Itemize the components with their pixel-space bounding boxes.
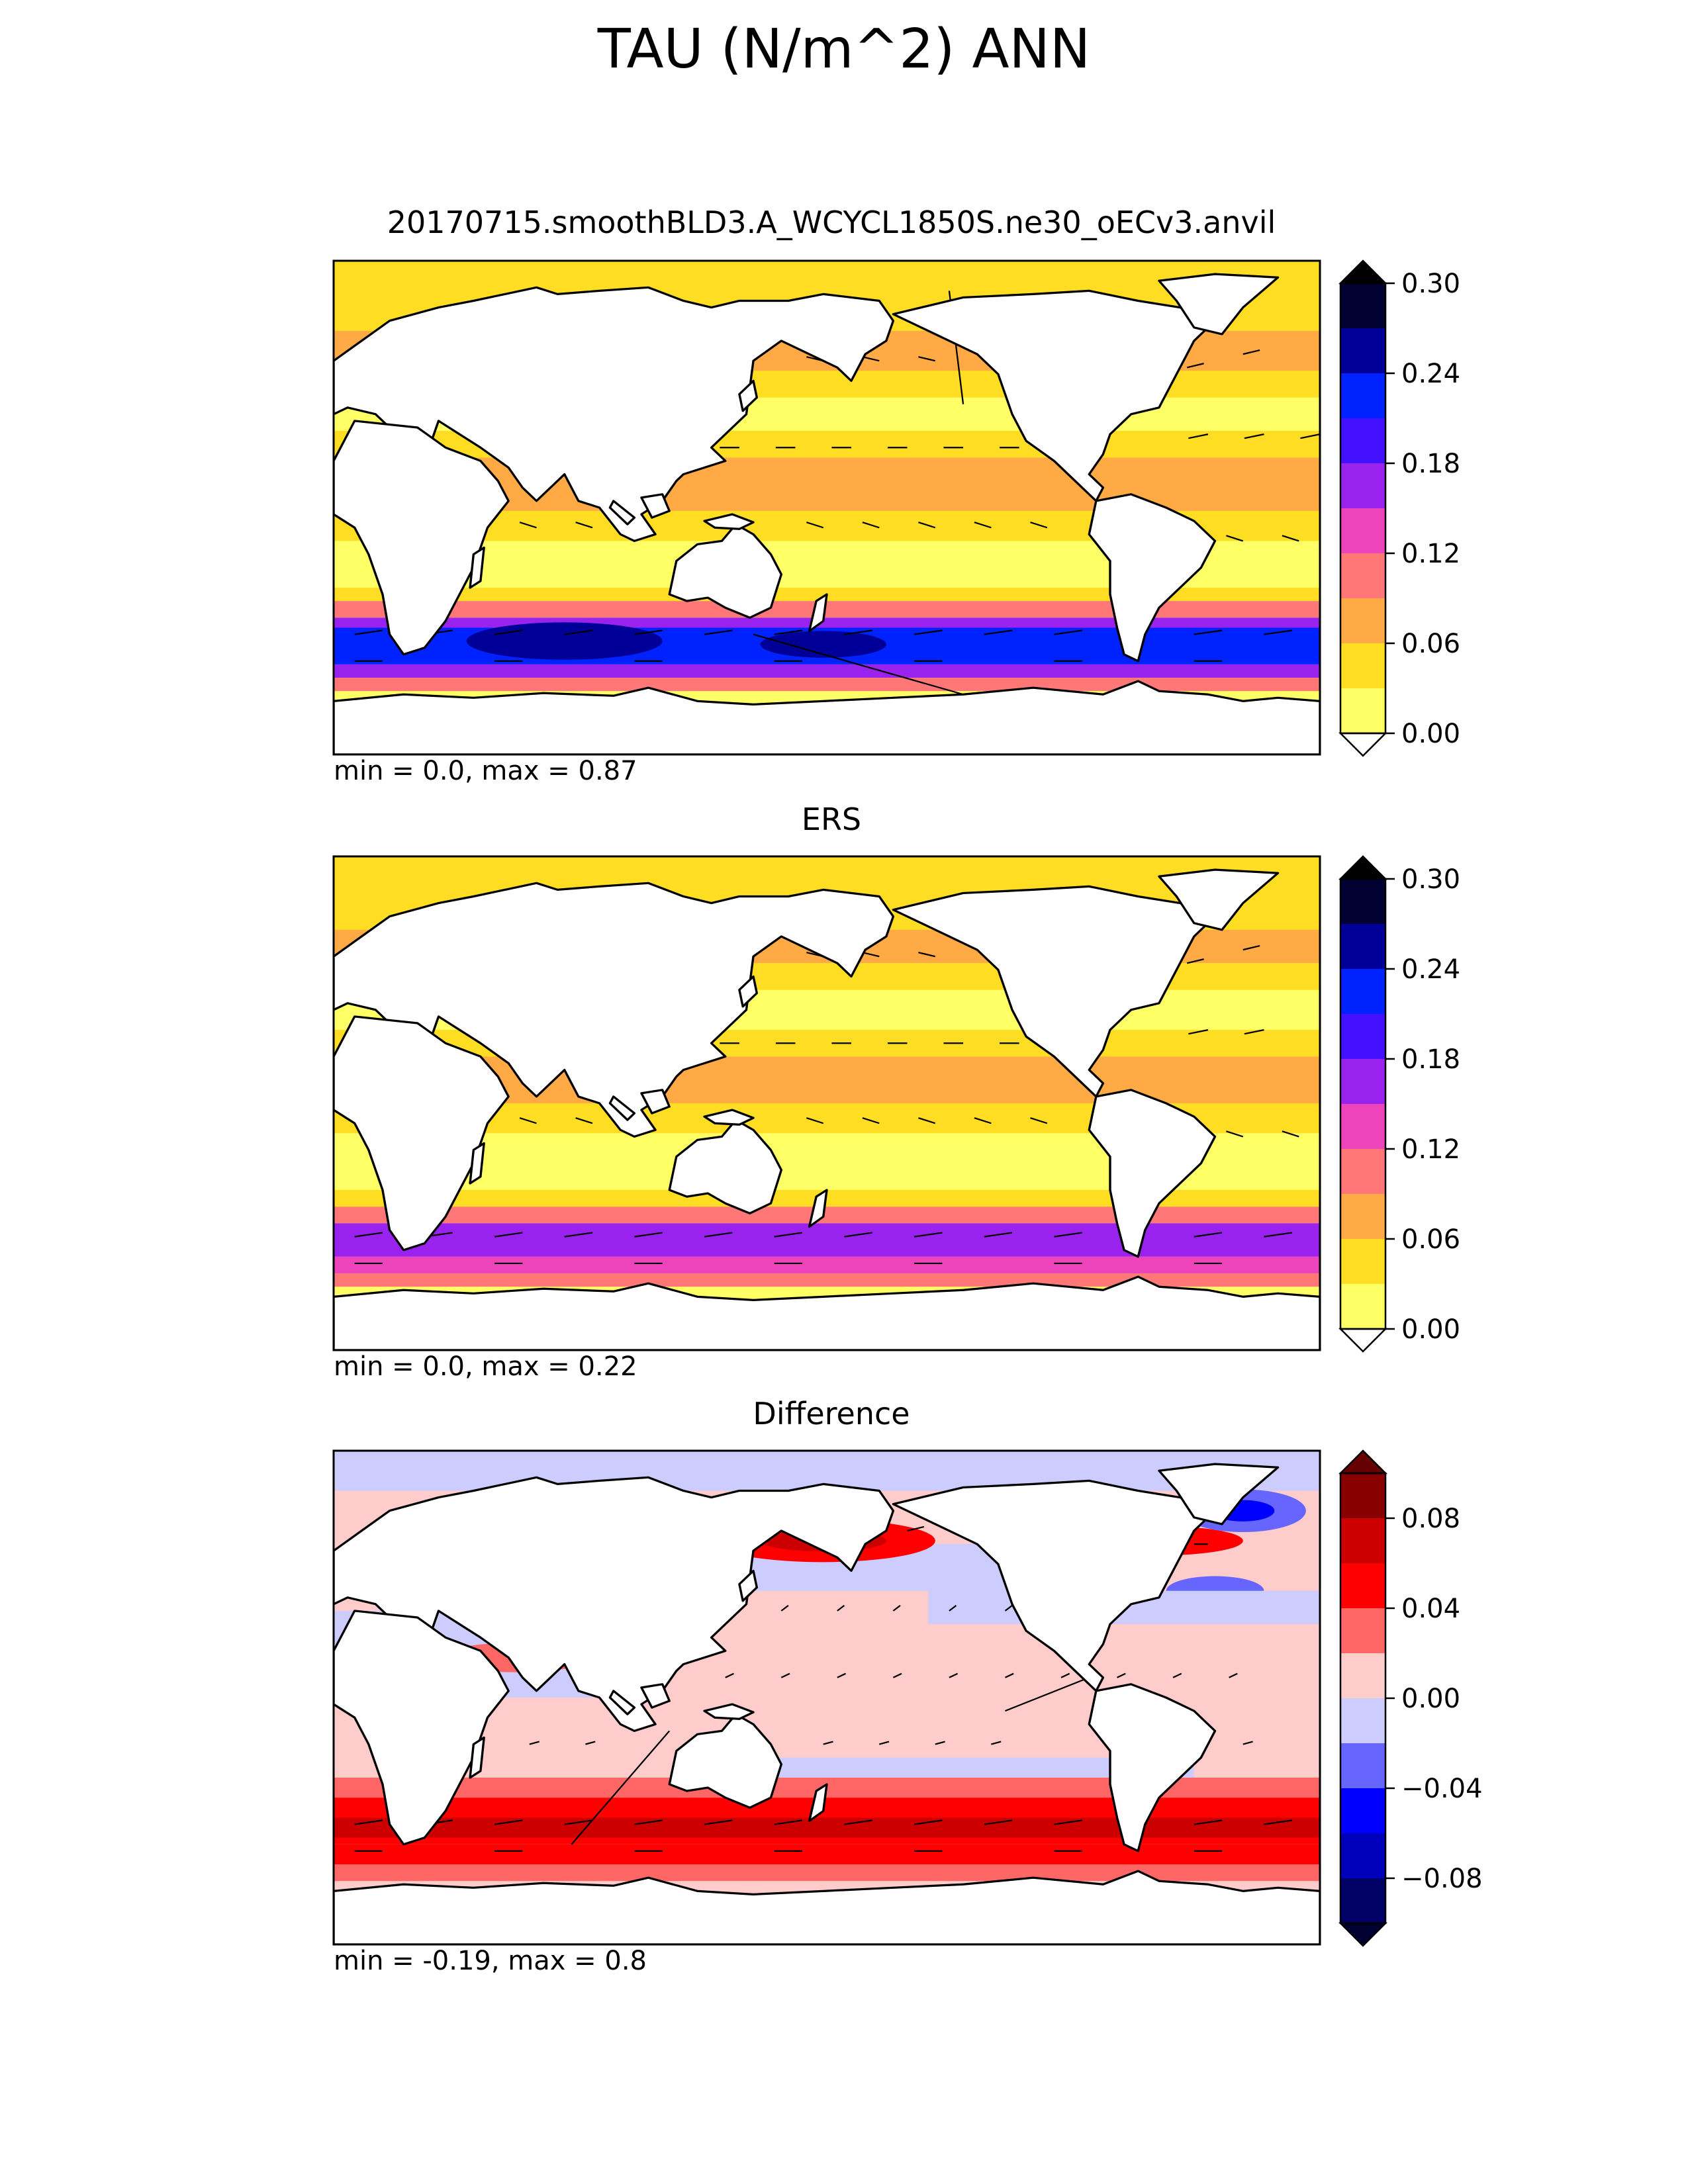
cbar-seg: [1340, 1149, 1385, 1194]
cbar-tick-label: 0.30: [1401, 864, 1460, 895]
cbar-tick-label: −0.08: [1401, 1864, 1483, 1894]
figure-title: TAU (N/m^2) ANN: [597, 18, 1090, 81]
cbar-seg: [1340, 373, 1385, 418]
cbar-seg: [1340, 598, 1385, 643]
cbar-tick-label: 0.18: [1401, 1044, 1460, 1075]
cbar-extend-under: [1338, 732, 1388, 757]
cbar-extend-over: [1338, 259, 1388, 285]
cbar-seg: [1340, 1104, 1385, 1149]
panel-reference-frame: [332, 855, 1321, 1351]
panel-difference-frame: [332, 1449, 1321, 1946]
panel-reference: ERS min = 0.0, max =: [332, 801, 1460, 1382]
panel-test-map: [334, 261, 1320, 754]
panel-difference: Difference: [332, 1396, 1483, 1976]
cbar-seg: [1340, 1743, 1385, 1788]
cbar-tick-label: 0.30: [1401, 269, 1460, 299]
cbar-seg: [1340, 1284, 1385, 1329]
cbar-tick-label: 0.06: [1401, 629, 1460, 659]
cbar-seg: [1340, 1833, 1385, 1878]
panel-reference-stats: min = 0.0, max = 0.22: [334, 1351, 637, 1382]
cbar-seg: [1340, 1059, 1385, 1104]
cbar-tick-label: 0.12: [1401, 1134, 1460, 1165]
cbar-seg: [1340, 1194, 1385, 1239]
cbar-extend-over: [1338, 1449, 1388, 1475]
cbar-seg: [1340, 463, 1385, 508]
cbar-seg: [1340, 553, 1385, 598]
cbar-seg: [1340, 969, 1385, 1014]
cbar-seg: [1340, 1239, 1385, 1284]
panel-test-title: 20170715.smoothBLD3.A_WCYCL1850S.ne30_oE…: [387, 205, 1276, 240]
cbar-tick-label: 0.00: [1401, 1684, 1460, 1714]
cbar-tick-label: 0.06: [1401, 1224, 1460, 1255]
cbar-tick-label: 0.04: [1401, 1594, 1460, 1624]
panel-difference-map: [334, 1451, 1320, 1944]
panel-reference-colorbar: 0.00 0.06 0.12 0.18 0.24 0.30: [1338, 855, 1460, 1353]
panel-difference-stats: min = -0.19, max = 0.8: [334, 1946, 647, 1976]
panel-difference-colorbar: −0.08 −0.04 0.00 0.04 0.08: [1338, 1449, 1483, 1947]
cbar-seg: [1340, 879, 1385, 924]
cbar-seg: [1340, 1014, 1385, 1059]
cbar-tick-label: 0.08: [1401, 1504, 1460, 1534]
panel-test-colorbar: 0.00 0.06 0.12 0.18 0.24 0.30: [1338, 259, 1460, 757]
panel-reference-title: ERS: [802, 801, 861, 837]
cbar-extend-under: [1338, 1328, 1388, 1353]
cbar-seg: [1340, 1653, 1385, 1698]
cbar-extend-over: [1338, 855, 1388, 880]
cbar-tick-label: 0.00: [1401, 1314, 1460, 1345]
cbar-tick-label: −0.04: [1401, 1774, 1483, 1804]
cbar-seg: [1340, 508, 1385, 553]
cbar-seg: [1340, 924, 1385, 969]
panel-test: 20170715.smoothBLD3.A_WCYCL1850S.ne30_oE…: [332, 205, 1460, 786]
cbar-seg: [1340, 1698, 1385, 1743]
cbar-seg: [1340, 1473, 1385, 1518]
cbar-seg: [1340, 1518, 1385, 1563]
panel-test-stats: min = 0.0, max = 0.87: [334, 756, 637, 786]
panel-test-frame: [332, 259, 1321, 756]
panel-reference-map: [334, 856, 1320, 1350]
cbar-seg: [1340, 643, 1385, 688]
cbar-tick-label: 0.18: [1401, 449, 1460, 479]
cbar-tick-label: 0.24: [1401, 359, 1460, 389]
cbar-tick-label: 0.00: [1401, 719, 1460, 749]
cbar-seg: [1340, 328, 1385, 373]
cbar-seg: [1340, 1878, 1385, 1923]
cbar-seg: [1340, 283, 1385, 328]
cbar-seg: [1340, 418, 1385, 463]
cbar-seg: [1340, 1608, 1385, 1653]
cbar-seg: [1340, 688, 1385, 733]
cbar-extend-under: [1338, 1922, 1388, 1947]
cbar-tick-label: 0.24: [1401, 954, 1460, 985]
cbar-seg: [1340, 1563, 1385, 1608]
cbar-tick-label: 0.12: [1401, 539, 1460, 569]
cbar-seg: [1340, 1788, 1385, 1833]
panel-difference-title: Difference: [753, 1396, 910, 1432]
